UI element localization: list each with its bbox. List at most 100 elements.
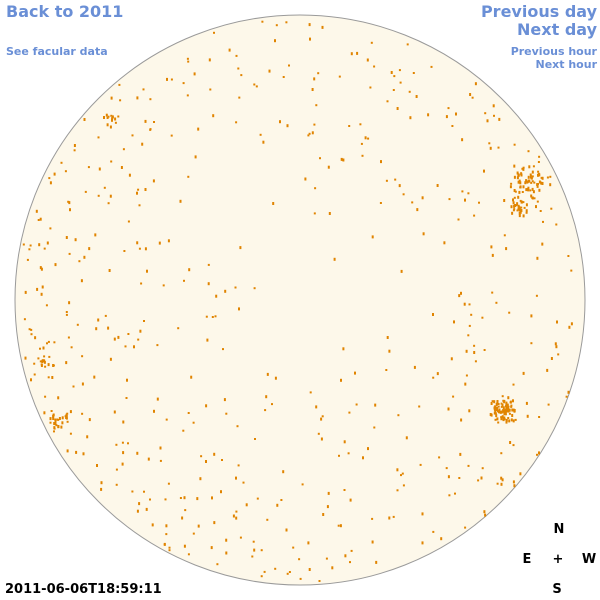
sunspot-marker — [44, 365, 47, 368]
sunspot-marker — [500, 416, 503, 419]
sunspot-marker — [206, 338, 209, 342]
sunspot-marker — [131, 490, 134, 493]
sunspot-marker — [432, 376, 435, 379]
see-facular-data-link[interactable]: See facular data — [6, 45, 108, 58]
sunspot-marker — [469, 93, 472, 96]
sunspot-marker — [100, 487, 103, 491]
sunspot-marker — [49, 227, 52, 230]
sunspot-marker — [236, 425, 239, 428]
sunspot-marker — [187, 60, 190, 63]
sunspot-marker — [190, 375, 193, 379]
sunspot-marker — [549, 183, 552, 187]
sunspot-marker — [286, 572, 289, 575]
sunspot-marker — [53, 422, 56, 425]
sunspot-marker — [220, 490, 222, 494]
sunspot-marker — [170, 134, 173, 137]
sunspot-marker — [517, 195, 520, 199]
sunspot-marker — [388, 349, 391, 353]
sunspot-marker — [48, 355, 51, 358]
sunspot-marker — [122, 148, 125, 151]
sunspot-marker — [359, 123, 362, 126]
sunspot-marker — [386, 100, 389, 103]
sunspot-marker — [97, 194, 100, 197]
sunspot-marker — [464, 526, 467, 529]
sunspot-marker — [67, 336, 70, 339]
sunspot-marker — [207, 263, 210, 266]
sunspot-marker — [69, 410, 72, 414]
sunspot-marker — [33, 373, 36, 376]
previous-day-link[interactable]: Previous day — [480, 2, 597, 21]
sunspot-marker — [314, 187, 317, 190]
sunspot-marker — [447, 475, 450, 479]
sunspot-marker — [107, 202, 110, 205]
sunspot-marker — [224, 289, 227, 293]
sunspot-marker — [317, 432, 320, 435]
sunspot-marker — [325, 557, 328, 560]
sunspot-marker — [286, 124, 289, 128]
sunspot-marker — [166, 77, 168, 81]
sunspot-marker — [503, 409, 505, 412]
sunspot-marker — [527, 150, 530, 153]
sunspot-marker — [495, 301, 498, 304]
sunspot-marker — [455, 112, 457, 116]
sunspot-marker — [340, 378, 342, 382]
sunspot-marker — [438, 456, 441, 459]
sunspot-marker — [355, 403, 358, 406]
sunspot-marker — [495, 414, 498, 418]
next-day-link[interactable]: Next day — [517, 20, 597, 39]
sunspot-marker — [518, 190, 521, 194]
sunspot-marker — [137, 338, 140, 341]
sunspot-marker — [70, 346, 73, 349]
sunspot-marker — [307, 134, 310, 137]
sunspot-marker — [400, 269, 403, 273]
sunspot-marker — [567, 390, 570, 394]
sunspot-marker — [38, 243, 41, 247]
sunspot-marker — [111, 115, 114, 119]
sunspot-marker — [164, 498, 167, 501]
sunspot-marker — [103, 186, 106, 189]
sunspot-marker — [402, 193, 405, 196]
sunspot-marker — [274, 39, 276, 43]
next-hour-link[interactable]: Next hour — [535, 58, 598, 71]
sunspot-marker — [168, 546, 171, 549]
sunspot-marker — [211, 316, 214, 318]
sunspot-marker — [110, 114, 113, 117]
sunspot-marker — [530, 314, 533, 318]
sunspot-marker — [268, 69, 271, 73]
sunspot-marker — [197, 524, 200, 528]
sunspot-marker — [213, 31, 215, 34]
back-to-year-link[interactable]: Back to 2011 — [6, 2, 124, 21]
sunspot-marker — [183, 279, 185, 282]
sunspot-marker — [313, 123, 316, 126]
sunspot-marker — [315, 405, 318, 409]
sunspot-marker — [348, 411, 351, 414]
sunspot-marker — [496, 482, 499, 485]
sunspot-marker — [541, 242, 544, 246]
sunspot-marker — [470, 313, 473, 316]
sunspot-marker — [498, 117, 501, 121]
sunspot-marker — [464, 382, 467, 386]
sunspot-marker — [156, 397, 159, 401]
sunspot-marker — [114, 117, 117, 121]
sunspot-marker — [516, 202, 519, 206]
sunspot-marker — [374, 403, 377, 407]
sunspot-marker — [369, 86, 372, 89]
previous-hour-link[interactable]: Previous hour — [510, 45, 597, 58]
sunspot-marker — [26, 258, 29, 261]
sunspot-marker — [402, 484, 405, 487]
sunspot-marker — [526, 188, 529, 191]
sunspot-marker — [380, 160, 382, 164]
sunspot-marker — [140, 282, 143, 285]
sunspot-marker — [502, 410, 505, 413]
sunspot-marker — [196, 497, 199, 501]
sunspot-marker — [556, 320, 558, 324]
sunspot-marker — [443, 241, 446, 245]
sunspot-marker — [170, 78, 173, 81]
sunspot-marker — [43, 247, 46, 250]
sunspot-marker — [46, 342, 48, 345]
sunspot-marker — [537, 174, 540, 177]
sunspot-marker — [65, 361, 68, 365]
sunspot-marker — [68, 201, 71, 205]
sunspot-marker — [499, 410, 502, 414]
sunspot-marker — [321, 415, 324, 418]
